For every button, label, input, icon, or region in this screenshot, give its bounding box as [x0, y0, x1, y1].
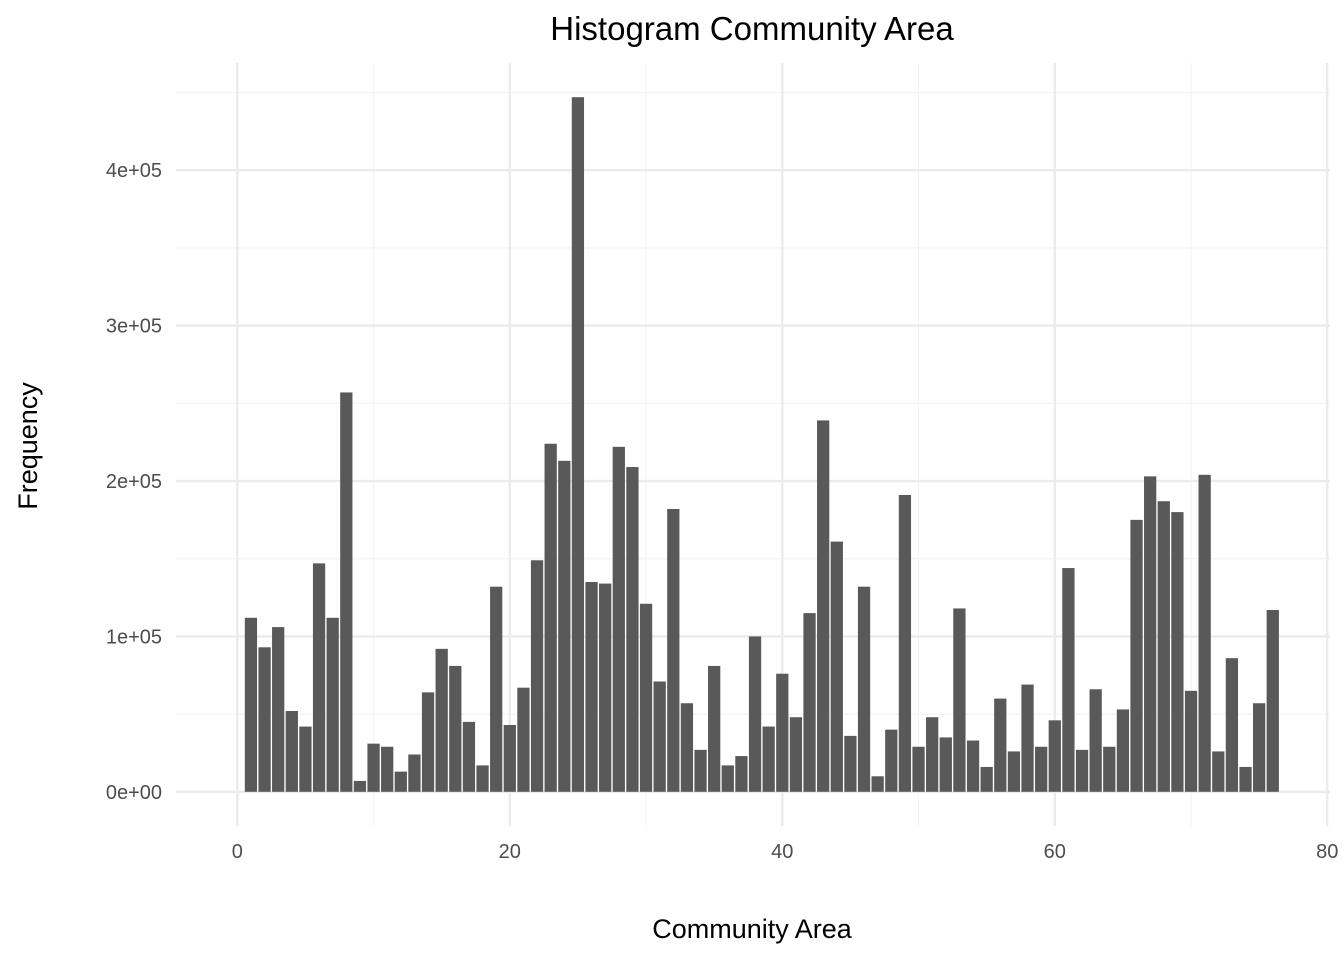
- histogram-bar: [1144, 476, 1157, 792]
- histogram-bar: [258, 647, 271, 792]
- histogram-bar: [408, 754, 421, 792]
- histogram-bar: [762, 726, 775, 792]
- histogram-bar: [776, 673, 789, 792]
- histogram-bar: [612, 446, 625, 792]
- histogram-bar: [1198, 474, 1211, 792]
- histogram-bar: [898, 495, 912, 792]
- histogram-bar: [558, 460, 571, 792]
- x-tick-label: 80: [1316, 841, 1338, 863]
- histogram-bar: [353, 780, 367, 792]
- histogram-bar: [994, 698, 1007, 792]
- histogram-bar: [1239, 766, 1252, 792]
- histogram-bar: [1103, 746, 1116, 792]
- histogram-bar: [639, 603, 653, 792]
- histogram-bar: [817, 420, 830, 792]
- histogram-bar: [980, 766, 993, 792]
- y-tick-label: 0e+00: [106, 782, 162, 804]
- histogram-bar: [1212, 751, 1225, 792]
- histogram-bar: [966, 740, 980, 792]
- histogram-bar: [1089, 689, 1102, 792]
- histogram-bar: [299, 726, 312, 792]
- histogram-bar: [953, 608, 966, 792]
- histogram-bar: [449, 665, 462, 792]
- histogram-bar: [1062, 568, 1075, 792]
- histogram-bar: [244, 617, 258, 792]
- y-tick-label: 3e+05: [106, 316, 162, 338]
- histogram-bar: [285, 711, 298, 792]
- histogram-bar: [544, 443, 557, 792]
- histogram-bar: [599, 583, 612, 792]
- histogram-bar: [1116, 709, 1130, 792]
- histogram-bar: [530, 560, 544, 792]
- x-tick-label: 0: [232, 841, 243, 863]
- histogram-bar: [1035, 746, 1048, 792]
- histogram-bar: [653, 681, 666, 792]
- histogram-bars: [244, 97, 1279, 792]
- histogram-bar: [1007, 751, 1021, 792]
- histogram-bar: [789, 717, 803, 792]
- y-tick-label: 1e+05: [106, 626, 162, 648]
- histogram-bar: [312, 563, 326, 792]
- histogram-bar: [381, 746, 394, 792]
- histogram-bar: [912, 746, 925, 792]
- histogram-bar: [1130, 519, 1143, 792]
- histogram-bar: [435, 648, 448, 792]
- histogram-bar: [1075, 749, 1089, 792]
- y-tick-label: 4e+05: [106, 160, 162, 182]
- histogram-bar: [272, 627, 285, 792]
- histogram-bar: [735, 756, 748, 792]
- y-tick-label: 2e+05: [106, 471, 162, 493]
- histogram-bar: [708, 665, 721, 792]
- histogram-bar: [1253, 703, 1266, 792]
- histogram-bar: [490, 586, 503, 792]
- x-tick-label: 40: [771, 841, 793, 863]
- histogram-bar: [1225, 658, 1239, 792]
- histogram-bar: [871, 776, 884, 792]
- histogram-bar: [748, 636, 762, 792]
- y-axis-title: Frequency: [13, 382, 43, 510]
- histogram-bar: [421, 692, 435, 792]
- histogram-bar: [585, 582, 598, 792]
- histogram-bar: [340, 392, 353, 792]
- histogram-bar: [1171, 512, 1184, 792]
- histogram-bar: [885, 729, 898, 792]
- histogram-bar: [476, 765, 489, 792]
- histogram-bar: [721, 765, 734, 792]
- y-axis-tick-labels: 0e+00 1e+05 2e+05 3e+05 4e+05: [106, 160, 162, 804]
- x-axis-title: Community Area: [652, 914, 853, 944]
- histogram-bar: [326, 617, 339, 792]
- histogram-bar: [926, 717, 939, 792]
- histogram-bar: [1184, 690, 1198, 792]
- x-tick-label: 60: [1044, 841, 1066, 863]
- histogram-bar: [1048, 720, 1061, 792]
- histogram-bar: [626, 467, 639, 792]
- histogram-bar: [571, 97, 585, 792]
- histogram-bar: [844, 735, 857, 792]
- histogram-bar: [517, 687, 530, 792]
- histogram-bar: [1157, 501, 1170, 792]
- histogram-bar: [503, 724, 516, 792]
- histogram-bar: [367, 743, 380, 792]
- histogram-bar: [1021, 684, 1034, 792]
- chart-title: Histogram Community Area: [550, 10, 954, 47]
- histogram-bar: [857, 586, 871, 792]
- major-gridlines: [176, 63, 1330, 826]
- histogram-bar: [680, 703, 694, 792]
- histogram-bar: [803, 613, 816, 792]
- histogram-bar: [1266, 610, 1279, 792]
- histogram-bar: [667, 508, 680, 792]
- histogram-bar: [462, 721, 476, 792]
- histogram-bar: [694, 749, 707, 792]
- histogram-bar: [830, 541, 843, 792]
- x-axis-tick-labels: 0 20 40 60 80: [232, 841, 1339, 863]
- x-tick-label: 20: [499, 841, 521, 863]
- histogram-bar: [939, 737, 952, 792]
- histogram-bar: [394, 771, 407, 792]
